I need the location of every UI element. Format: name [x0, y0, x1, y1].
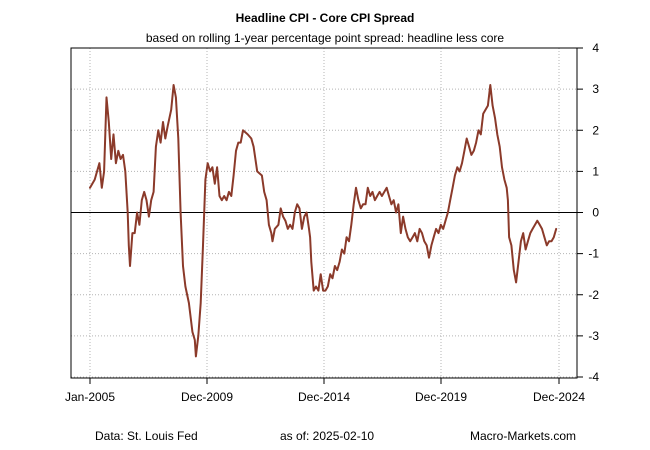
- chart-subtitle: based on rolling 1-year percentage point…: [146, 31, 505, 45]
- series-line: [89, 84, 558, 358]
- x-tick-label: Jan-2005: [65, 390, 115, 404]
- chart-title: Headline CPI - Core CPI Spread: [236, 11, 415, 25]
- x-axis: Jan-2005 Dec-2009 Dec-2014 Dec-2019 Dec-2024: [65, 378, 585, 404]
- x-tick-label: Dec-2014: [298, 390, 350, 404]
- footer-as-of-date: as of: 2025-02-10: [280, 429, 375, 443]
- footer-brand: Macro-Markets.com: [470, 429, 577, 443]
- x-tick-label: Dec-2009: [181, 390, 233, 404]
- y-tick-label: -4: [588, 370, 599, 384]
- y-axis: 4 3 2 1 0 -1 -2 -3 -4: [577, 41, 599, 384]
- x-tick-label: Dec-2019: [415, 390, 467, 404]
- y-tick-label: -1: [588, 247, 599, 261]
- footer-data-source: Data: St. Louis Fed: [95, 429, 198, 443]
- y-tick-label: -3: [588, 329, 599, 343]
- y-tick-label: 2: [592, 123, 599, 137]
- y-tick-label: 4: [592, 41, 599, 55]
- y-tick-label: 3: [592, 82, 599, 96]
- y-tick-label: -2: [588, 288, 599, 302]
- y-tick-label: 0: [592, 206, 599, 220]
- series-layer: [89, 84, 558, 358]
- x-tick-label: Dec-2024: [533, 390, 585, 404]
- y-tick-label: 1: [592, 164, 599, 178]
